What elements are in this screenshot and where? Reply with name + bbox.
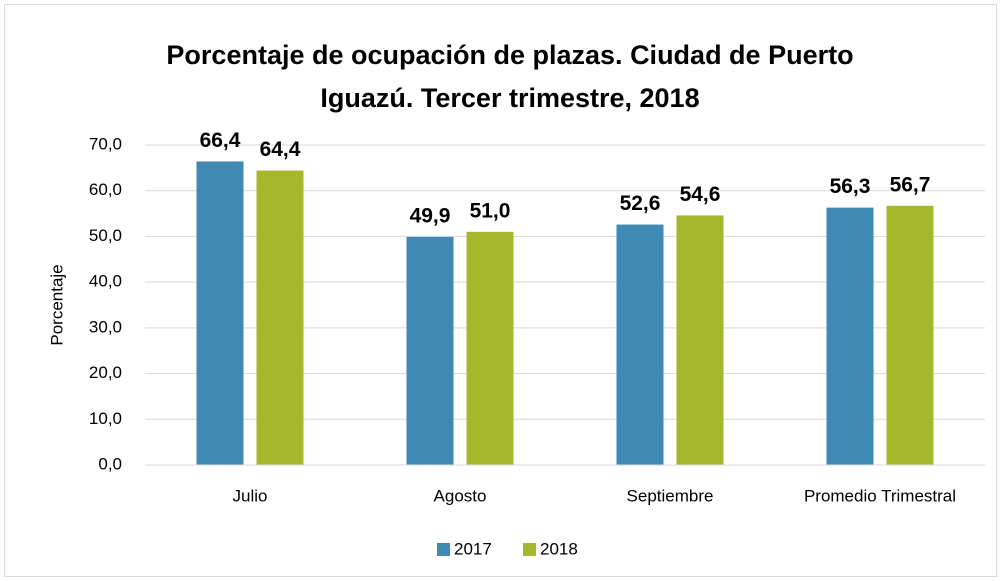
y-tick-label: 30,0	[89, 317, 122, 336]
x-tick-label: Promedio Trimestral	[804, 486, 956, 505]
value-label: 64,4	[260, 138, 301, 161]
bar	[676, 215, 724, 465]
y-tick-label: 0,0	[98, 454, 122, 473]
y-tick-label: 60,0	[89, 180, 122, 199]
legend-swatch	[437, 543, 450, 556]
y-tick-label: 20,0	[89, 363, 122, 382]
bar	[256, 170, 304, 465]
chart-title: Porcentaje de ocupación de plazas. Ciuda…	[166, 40, 854, 113]
bar	[826, 207, 874, 465]
y-axis-label: Porcentaje	[47, 264, 66, 345]
legend-label: 2017	[454, 539, 492, 558]
y-tick-label: 70,0	[89, 134, 122, 153]
chart-frame	[4, 4, 997, 577]
value-label: 49,9	[410, 204, 451, 227]
value-label: 56,3	[830, 175, 871, 198]
y-tick-label: 50,0	[89, 226, 122, 245]
bar	[196, 161, 244, 465]
x-tick-label: Agosto	[434, 486, 487, 505]
value-label: 54,6	[680, 183, 721, 206]
value-label: 56,7	[890, 173, 931, 196]
value-label: 51,0	[470, 199, 511, 222]
bar	[616, 224, 664, 465]
value-label: 52,6	[620, 192, 661, 215]
value-label: 66,4	[200, 129, 241, 152]
bar	[406, 236, 454, 465]
bar	[466, 231, 514, 465]
y-tick-label: 10,0	[89, 409, 122, 428]
legend-label: 2018	[540, 539, 578, 558]
legend-swatch	[523, 543, 536, 556]
x-tick-label: Julio	[233, 486, 268, 505]
bar	[886, 205, 934, 466]
x-tick-label: Septiembre	[627, 486, 714, 505]
y-tick-label: 40,0	[89, 272, 122, 291]
